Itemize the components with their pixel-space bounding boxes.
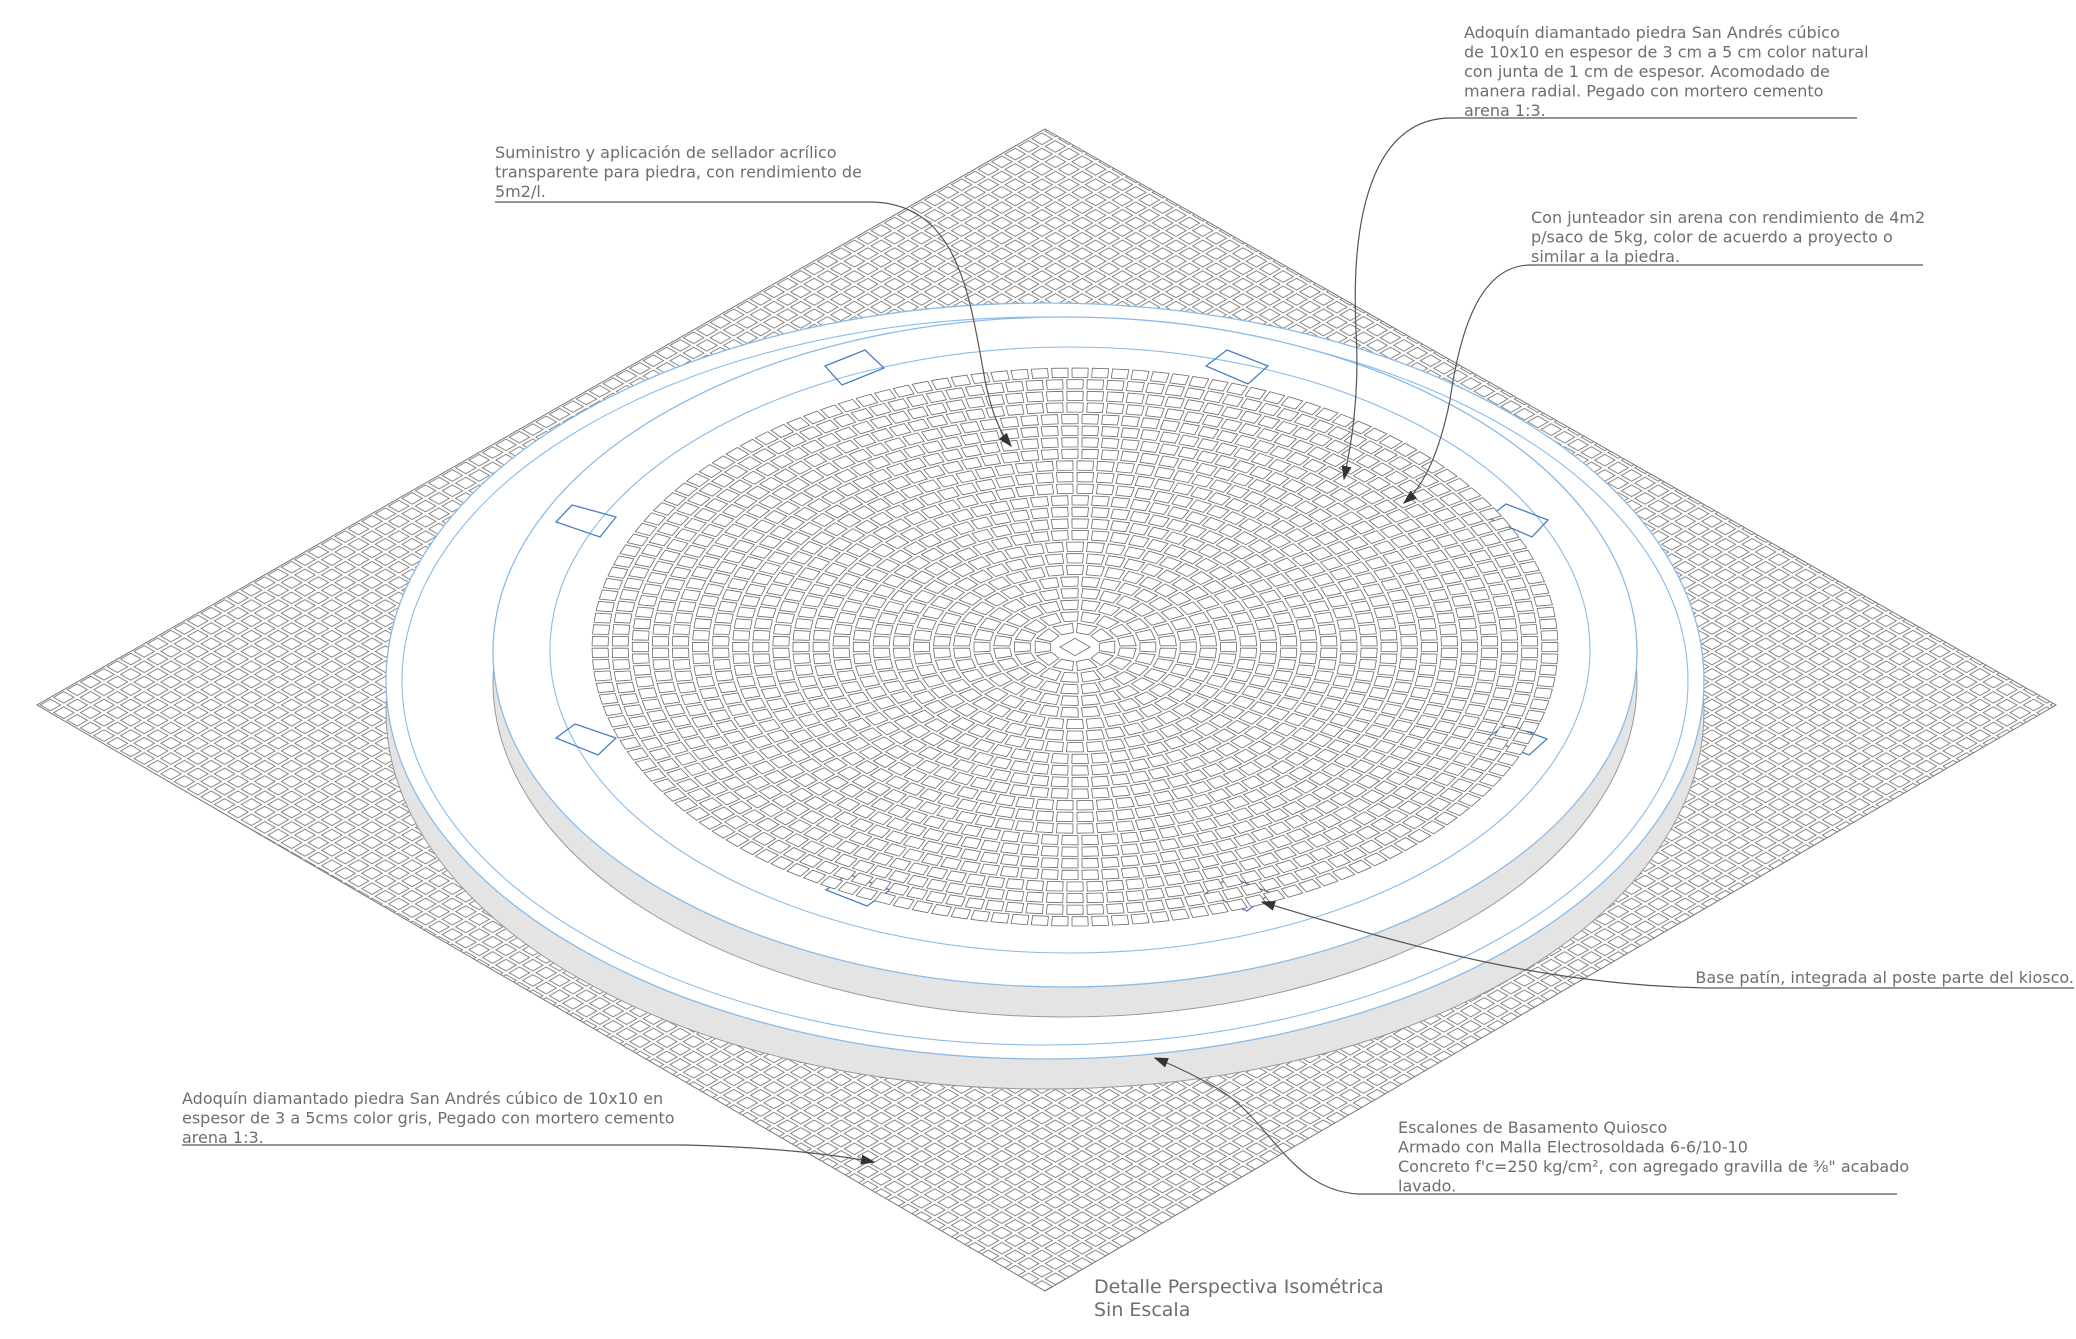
leader bbox=[1402, 264, 1532, 504]
leader bbox=[871, 201, 1012, 448]
leader bbox=[1260, 900, 1707, 989]
radial-pavers bbox=[591, 367, 1559, 927]
base-plate bbox=[823, 349, 886, 386]
annotation-line: transparente para piedra, con rendimient… bbox=[495, 163, 862, 182]
annotation-line: lavado. bbox=[1398, 1177, 1456, 1196]
leader bbox=[1341, 117, 1452, 481]
annotation-line: con junta de 1 cm de espesor. Acomodado … bbox=[1464, 62, 1830, 81]
base-plate bbox=[554, 504, 618, 538]
annotation-line: Base patín, integrada al poste parte del… bbox=[1695, 968, 2074, 987]
inner-step-line bbox=[549, 346, 1591, 954]
base-plate bbox=[1486, 503, 1550, 538]
annotation-line: Escalones de Basamento Quiosco bbox=[1398, 1118, 1667, 1137]
base-plate bbox=[1204, 349, 1270, 385]
annotation-line: de 10x10 en espesor de 3 cm a 5 cm color… bbox=[1464, 43, 1869, 62]
annotation-line: similar a la piedra. bbox=[1531, 247, 1680, 266]
annotation-line: Sin Escala bbox=[1094, 1299, 1190, 1321]
base-plate bbox=[554, 723, 618, 756]
annotation-line: arena 1:3. bbox=[1464, 101, 1546, 120]
annotation-line: espesor de 3 a 5cms color gris, Pegado c… bbox=[182, 1109, 675, 1128]
annotation-line: arena 1:3. bbox=[182, 1128, 264, 1147]
annotation-line: Adoquín diamantado piedra San Andrés cúb… bbox=[1464, 23, 1840, 42]
annotation-line: 5m2/l. bbox=[495, 182, 546, 201]
leader bbox=[1153, 1057, 1359, 1195]
annotations: Adoquín diamantado piedra San Andrés cúb… bbox=[182, 23, 2074, 1321]
leader bbox=[684, 1144, 876, 1165]
annotation-line: Adoquín diamantado piedra San Andrés cúb… bbox=[182, 1089, 663, 1108]
annotation-line: Concreto f'c=250 kg/cm², con agregado gr… bbox=[1398, 1157, 1909, 1176]
annotation-line: Con junteador sin arena con rendimiento … bbox=[1531, 208, 1925, 227]
annotation-line: p/saco de 5kg, color de acuerdo a proyec… bbox=[1531, 228, 1893, 247]
annotation-line: Detalle Perspectiva Isométrica bbox=[1094, 1276, 1384, 1298]
annotation-line: manera radial. Pegado con mortero cement… bbox=[1464, 82, 1823, 101]
annotation-line: Suministro y aplicación de sellador acrí… bbox=[495, 143, 837, 162]
annotation-line: Armado con Malla Electrosoldada 6-6/10-1… bbox=[1398, 1138, 1748, 1157]
